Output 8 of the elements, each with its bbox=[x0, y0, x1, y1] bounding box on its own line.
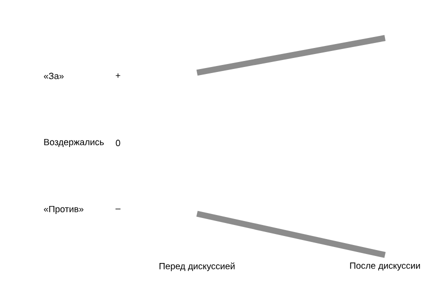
annotation: – bbox=[116, 208, 121, 210]
text: «За» bbox=[44, 72, 64, 80]
x-tick-label: Перед дискуссией bbox=[160, 262, 235, 272]
annotation: 0 bbox=[116, 140, 120, 146]
text: «Против» bbox=[44, 206, 84, 214]
annotation: Воздержались bbox=[44, 138, 104, 148]
x-tick-label: После дискуссии bbox=[350, 262, 420, 271]
annotation: + bbox=[116, 73, 120, 78]
